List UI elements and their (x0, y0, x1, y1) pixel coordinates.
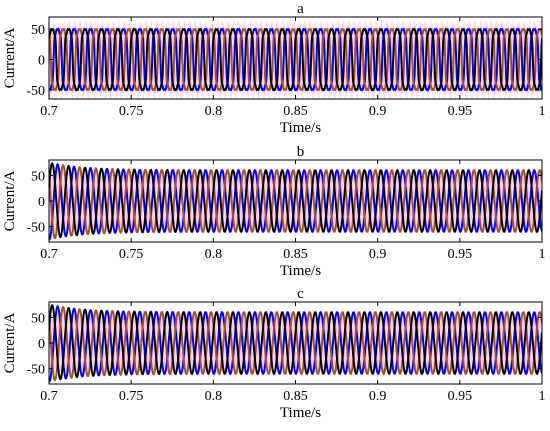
series-line-phase-c-panel-c (49, 304, 542, 381)
y-axis-label: Current/A (2, 27, 18, 88)
x-tick-label: 0.9 (369, 389, 387, 404)
x-tick-label: 0.75 (119, 104, 144, 119)
x-tick-label: 0.8 (205, 104, 223, 119)
x-axis-label: Time/s (280, 120, 321, 136)
x-tick-label: 0.8 (205, 389, 223, 404)
x-axis-label: Time/s (280, 405, 321, 421)
x-tick-label: 0.75 (119, 389, 144, 404)
x-tick-label: 0.75 (119, 247, 144, 262)
series-line-phase-a-panel-b (49, 163, 542, 241)
x-tick-label: 0.7 (40, 247, 58, 262)
x-tick-label: 0.95 (448, 247, 473, 262)
x-axis-label: Time/s (280, 263, 321, 279)
y-tick-label: 50 (31, 169, 45, 184)
y-tick-label: 50 (31, 23, 45, 38)
x-tick-label: 0.95 (448, 389, 473, 404)
chart-panel-b: 0.7 0.75 0.8 0.85 0.9 0.95 1 50 0 -50 b Time/s Curre… (2, 144, 546, 279)
x-tick-label: 0.9 (369, 247, 387, 262)
x-tick-label: 1 (539, 104, 546, 119)
y-axis-label: Current/A (2, 312, 18, 373)
panel-title: a (297, 1, 304, 17)
x-tick-label: 0.85 (283, 247, 308, 262)
panel-title: b (297, 144, 305, 160)
x-tick-label: 1 (539, 389, 546, 404)
y-tick-label: 0 (38, 195, 45, 210)
y-tick-label: 0 (38, 337, 45, 352)
x-tick-label: 0.85 (283, 104, 308, 119)
series-line-phase-c-panel-b (49, 162, 542, 239)
x-tick-label: 0.8 (205, 247, 223, 262)
y-tick-label: -50 (26, 363, 45, 378)
panel-title: c (297, 286, 304, 302)
y-tick-label: 0 (38, 54, 45, 69)
x-tick-label: 0.85 (283, 389, 308, 404)
y-tick-label: 50 (31, 311, 45, 326)
y-tick-label: -50 (26, 84, 45, 99)
series-line-phase-a-panel-c (49, 305, 542, 383)
series-line-phase-c-panel-a (49, 27, 542, 92)
y-axis-label: Current/A (2, 170, 18, 231)
chart-panel-a: 0.7 0.75 0.8 0.85 0.9 0.95 1 50 0 -50 a Time/s Curre… (2, 1, 546, 136)
x-tick-label: 0.95 (448, 104, 473, 119)
y-tick-label: -50 (26, 221, 45, 236)
chart-panel-c: 0.7 0.75 0.8 0.85 0.9 0.95 1 50 0 -50 c Time/s Curre… (2, 286, 546, 421)
x-tick-label: 0.7 (40, 389, 58, 404)
series-line-phase-a-panel-a (49, 27, 542, 92)
x-tick-label: 0.7 (40, 104, 58, 119)
x-tick-label: 0.9 (369, 104, 387, 119)
x-tick-label: 1 (539, 247, 546, 262)
